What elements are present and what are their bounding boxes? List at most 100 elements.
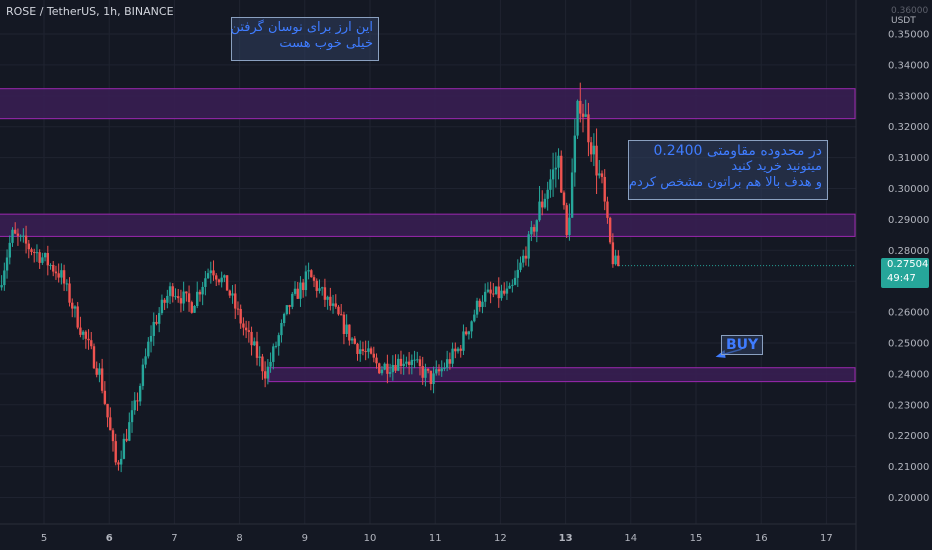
candle-body xyxy=(364,351,367,353)
candle-body xyxy=(81,331,85,335)
candle-body xyxy=(255,341,259,358)
candle-body xyxy=(212,270,215,276)
candle-body xyxy=(551,169,555,180)
candle-body xyxy=(614,255,617,265)
candle-body xyxy=(359,349,362,354)
candle-body xyxy=(11,229,14,243)
candle-body xyxy=(157,313,161,324)
axis-unit-top: 0.36000 xyxy=(891,6,929,16)
annotation-note-1[interactable]: این ارز برای نوسان گرفتن خیلی خوب هست xyxy=(230,17,379,61)
candle-body xyxy=(242,323,245,328)
candle-body xyxy=(187,293,191,303)
candle-body xyxy=(598,173,601,176)
candle-body xyxy=(22,235,25,237)
candle-body xyxy=(236,308,240,310)
candle-body xyxy=(426,368,430,371)
candle-body xyxy=(38,252,41,263)
price-tick-label: 0.28000 xyxy=(888,246,929,257)
candle-body xyxy=(301,282,305,291)
price-tick-label: 0.30000 xyxy=(888,184,929,195)
candle-body xyxy=(182,291,185,304)
candle-body xyxy=(407,361,411,365)
candle-body xyxy=(299,282,302,299)
time-tick-label: 13 xyxy=(559,533,573,544)
candle-body xyxy=(122,438,126,459)
price-tick-label: 0.21000 xyxy=(888,462,929,473)
time-tick-label: 12 xyxy=(494,533,507,544)
candle-body xyxy=(435,369,438,374)
candle-body xyxy=(76,306,79,328)
resistance-zone-0[interactable] xyxy=(0,88,856,120)
candle-body xyxy=(304,271,308,291)
candle-body xyxy=(30,249,33,252)
candle-body xyxy=(554,167,558,170)
time-tick-label: 14 xyxy=(624,533,637,544)
candle-body xyxy=(5,257,9,271)
candle-body xyxy=(413,359,416,361)
candle-body xyxy=(125,438,128,441)
buy-label[interactable]: BUY xyxy=(721,335,764,355)
resistance-zone-2[interactable] xyxy=(268,367,856,383)
candle-body xyxy=(160,299,164,314)
candle-body xyxy=(562,192,566,206)
candle-body xyxy=(95,368,98,375)
candle-body xyxy=(201,286,204,295)
candle-body xyxy=(391,364,395,373)
candle-body xyxy=(524,255,528,259)
candle-body xyxy=(600,173,604,177)
candle-body xyxy=(274,345,278,347)
annotation-note-2[interactable]: در محدوده مقاومتی 0.2400 میتونید خرید کن… xyxy=(628,140,828,200)
candle-body xyxy=(538,201,541,221)
candle-body xyxy=(33,251,36,253)
price-tick-label: 0.22000 xyxy=(888,431,929,442)
candle-body xyxy=(603,176,606,202)
candle-body xyxy=(388,372,392,374)
candle-body xyxy=(272,346,275,362)
candle-body xyxy=(54,271,58,274)
candle-body xyxy=(65,283,69,285)
candle-body xyxy=(503,290,506,294)
time-tick-label: 9 xyxy=(302,533,308,544)
candle-body xyxy=(49,264,52,266)
candle-body xyxy=(331,303,335,306)
candle-body xyxy=(592,145,596,155)
time-tick-label: 5 xyxy=(41,533,47,544)
candle-body xyxy=(198,291,202,295)
axis-unit-label: 0.36000 USDT xyxy=(891,6,928,26)
candle-body xyxy=(136,400,139,402)
candle-body xyxy=(494,286,498,295)
candle-body xyxy=(424,368,427,378)
candle-body xyxy=(483,291,487,302)
candle-body xyxy=(206,273,210,279)
candle-body xyxy=(375,357,378,364)
resistance-zone-1[interactable] xyxy=(0,213,856,237)
candle-body xyxy=(617,255,620,267)
candle-body xyxy=(397,358,400,371)
note-1-line-2: خیلی خوب هست xyxy=(279,36,373,51)
candle-body xyxy=(587,114,590,143)
candle-body xyxy=(579,100,582,114)
candle-body xyxy=(250,331,253,346)
time-tick-label: 15 xyxy=(690,533,703,544)
time-tick-label: 11 xyxy=(429,533,442,544)
candle-body xyxy=(456,348,460,352)
candle-body xyxy=(589,142,593,155)
candle-body xyxy=(462,331,465,351)
candle-body xyxy=(532,227,536,232)
price-tick-label: 0.24000 xyxy=(888,369,929,380)
candle-body xyxy=(448,359,452,364)
candle-body xyxy=(261,356,264,372)
candle-body xyxy=(557,155,560,168)
candle-body xyxy=(106,403,109,418)
candle-body xyxy=(535,220,539,232)
candle-body xyxy=(14,229,17,234)
candle-body xyxy=(231,293,234,296)
price-tick-label: 0.26000 xyxy=(888,308,929,319)
price-tick-label: 0.29000 xyxy=(888,215,929,226)
candle-body xyxy=(239,308,242,324)
candle-body xyxy=(296,288,299,299)
grid-layer xyxy=(0,0,856,524)
candle-body xyxy=(234,293,237,309)
candle-body xyxy=(440,368,443,372)
